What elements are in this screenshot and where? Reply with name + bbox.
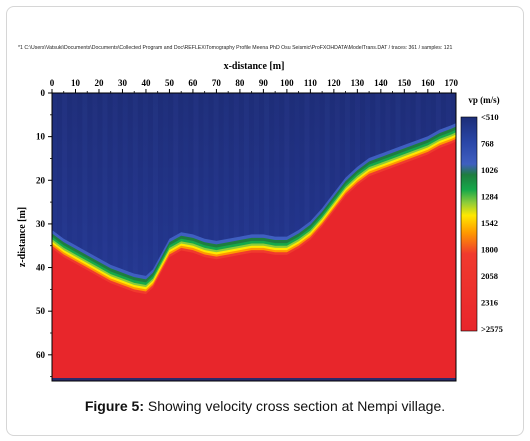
x-tick-label: 60	[188, 78, 198, 88]
x-tick-label: 90	[259, 78, 269, 88]
x-tick-label: 130	[351, 78, 365, 88]
colorbar-label: 1800	[481, 245, 498, 255]
texture-streak	[153, 93, 159, 381]
texture-streak	[82, 93, 88, 381]
colorbar-gradient	[460, 116, 478, 332]
x-tick-label: 50	[165, 78, 175, 88]
colorbar-label: <510	[481, 112, 499, 122]
texture-streak	[213, 93, 219, 381]
y-tick-label: 20	[36, 175, 46, 185]
x-tick-label: 150	[398, 78, 412, 88]
x-tick-label: 110	[304, 78, 318, 88]
colorbar-label: 1026	[481, 165, 498, 175]
x-tick-label: 40	[141, 78, 151, 88]
x-tick-label: 80	[235, 78, 245, 88]
colorbar-label: 2058	[481, 271, 498, 281]
texture-streak	[122, 93, 128, 381]
texture-streak	[223, 93, 229, 381]
x-tick-label: 160	[421, 78, 435, 88]
heatmap-plot-area	[51, 92, 457, 382]
plot-bottom-edge	[52, 378, 456, 381]
colorbar-label: 2316	[481, 298, 498, 308]
texture-streak	[62, 93, 68, 381]
x-tick-label: 140	[374, 78, 388, 88]
y-tick-label: 10	[36, 132, 46, 142]
texture-streak	[72, 93, 78, 381]
y-tick-label: 30	[36, 219, 46, 229]
x-axis-title: x-distance [m]	[224, 61, 285, 72]
y-axis: 0 10 20 30 40 50 60	[36, 88, 53, 381]
y-tick-label: 0	[41, 88, 46, 98]
x-tick-label: 170	[445, 78, 459, 88]
x-tick-label: 0	[50, 78, 55, 88]
texture-streak	[142, 93, 148, 381]
x-tick-label: 20	[94, 78, 104, 88]
texture-streak	[102, 93, 108, 381]
colorbar-label: 768	[481, 139, 494, 149]
velocity-layer-7	[52, 141, 456, 381]
colorbar-label: >2575	[481, 324, 503, 334]
x-tick-label: 100	[280, 78, 294, 88]
file-path-header: *1 C:\Users\Vatsuki\Documents\Documents\…	[18, 45, 453, 51]
x-tick-label: 10	[71, 78, 81, 88]
figure-caption: Figure 5: Showing velocity cross section…	[0, 398, 530, 414]
texture-streak	[233, 93, 239, 381]
caption-text: Showing velocity cross section at Nempi …	[143, 398, 446, 414]
texture-streak	[92, 93, 98, 381]
y-tick-label: 40	[36, 263, 46, 273]
texture-streak	[163, 93, 169, 381]
colorbar-label: 1542	[481, 218, 498, 228]
texture-streak	[203, 93, 209, 381]
colorbar-title: vp (m/s)	[468, 95, 499, 105]
texture-streak	[112, 93, 118, 381]
caption-label: Figure 5:	[84, 398, 144, 414]
y-tick-label: 50	[36, 306, 46, 316]
texture-streak	[132, 93, 138, 381]
y-tick-label: 60	[36, 350, 46, 360]
x-tick-label: 120	[327, 78, 341, 88]
x-tick-label: 30	[118, 78, 128, 88]
y-axis-title: z-distance [m]	[17, 207, 28, 267]
x-axis: 0 10 20 30 40 50 60 70 80 90 100 110 120 130 140 150 160…	[50, 78, 459, 94]
colorbar-label: 1284	[481, 192, 499, 202]
x-tick-label: 70	[212, 78, 222, 88]
colorbar: vp (m/s) <510 768 1026 1284 1542 1800 2058 2316…	[460, 95, 503, 334]
